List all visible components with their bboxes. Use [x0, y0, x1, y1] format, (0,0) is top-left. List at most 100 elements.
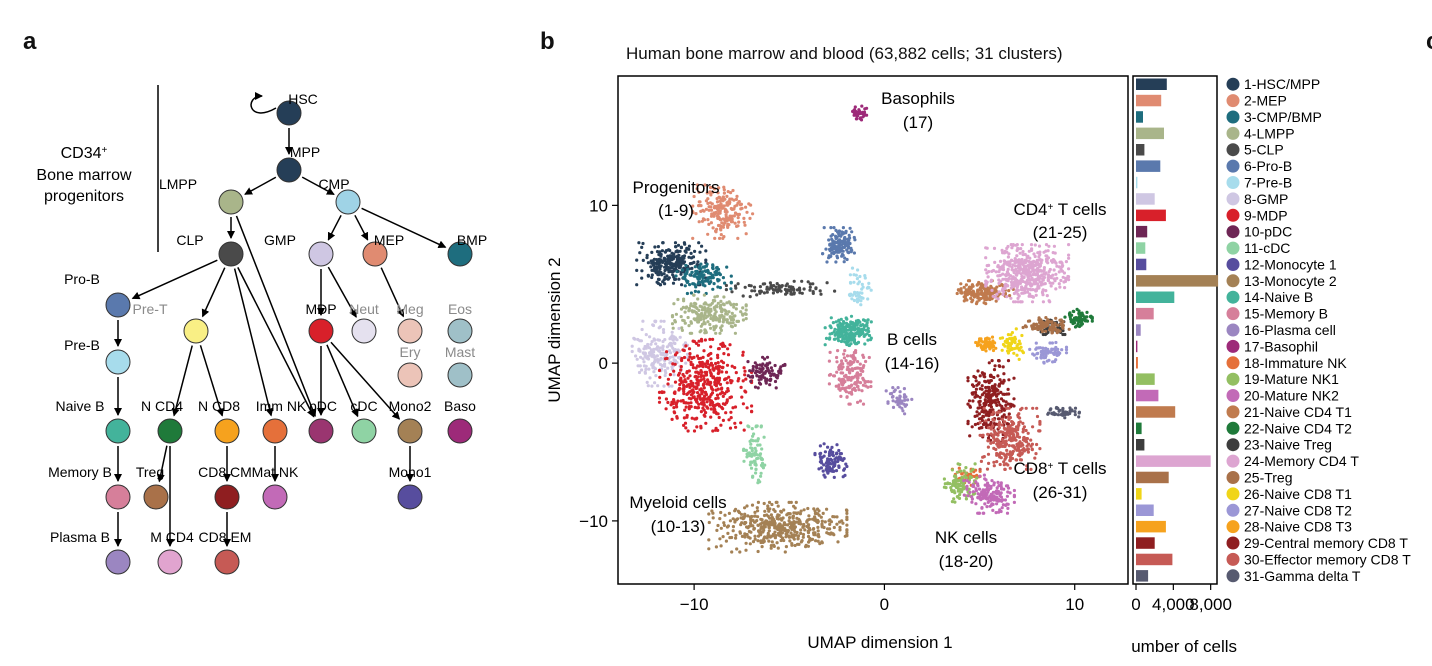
- umap-point: [705, 191, 709, 195]
- umap-point: [727, 310, 731, 314]
- umap-point: [697, 241, 701, 245]
- umap-point: [763, 463, 767, 467]
- umap-point: [990, 335, 995, 339]
- umap-point: [666, 260, 671, 264]
- umap-point: [828, 255, 832, 259]
- umap-point: [834, 320, 838, 324]
- umap-point: [808, 282, 812, 286]
- umap-point: [976, 290, 980, 294]
- umap-point: [646, 357, 651, 361]
- umap-point: [967, 287, 971, 291]
- umap-xlabel: UMAP dimension 1: [807, 633, 952, 652]
- umap-point: [861, 296, 865, 300]
- umap-point: [699, 204, 703, 208]
- umap-point: [729, 303, 733, 307]
- umap-point: [955, 495, 960, 499]
- umap-point: [840, 253, 845, 257]
- umap-cluster-28: [974, 335, 998, 353]
- umap-point: [955, 470, 959, 474]
- tree-label-MEP: MEP: [374, 232, 404, 248]
- umap-point: [1016, 296, 1020, 300]
- umap-point: [989, 279, 993, 283]
- umap-point: [729, 218, 733, 222]
- umap-point: [743, 534, 747, 539]
- umap-point: [709, 357, 713, 361]
- umap-point: [749, 523, 753, 527]
- umap-point: [843, 349, 847, 353]
- umap-point: [851, 293, 855, 297]
- umap-point: [745, 504, 749, 508]
- umap-point: [718, 223, 722, 228]
- umap-point: [717, 215, 721, 219]
- umap-point: [984, 419, 988, 423]
- annot-basophils-range: (17): [903, 113, 933, 132]
- umap-point: [739, 421, 743, 425]
- umap-point: [651, 263, 656, 267]
- umap-point: [1000, 415, 1004, 419]
- umap-point: [985, 467, 990, 471]
- umap-point: [658, 375, 662, 379]
- umap-point: [1008, 264, 1012, 268]
- umap-point: [749, 379, 753, 383]
- umap-point: [676, 373, 681, 377]
- umap-point: [1003, 344, 1007, 348]
- umap-point: [818, 460, 823, 464]
- umap-point: [864, 380, 868, 384]
- umap-point: [866, 318, 870, 322]
- umap-point: [696, 378, 700, 382]
- umap-point: [952, 489, 956, 493]
- umap-xtick-label: 10: [1065, 595, 1084, 614]
- umap-point: [687, 407, 691, 411]
- umap-point: [1010, 259, 1014, 263]
- umap-point: [972, 292, 976, 296]
- umap-point: [699, 262, 703, 266]
- umap-point: [989, 441, 993, 445]
- umap-point: [1004, 454, 1008, 458]
- umap-point: [869, 288, 873, 292]
- annot-nk-range: (18-20): [939, 552, 994, 571]
- umap-point: [835, 443, 839, 447]
- umap-point: [1054, 358, 1058, 362]
- umap-point: [697, 190, 701, 194]
- tree-node-CD8CM: [214, 484, 240, 510]
- umap-point: [817, 467, 821, 471]
- umap-point: [768, 281, 773, 285]
- umap-point: [995, 394, 999, 398]
- umap-point: [986, 452, 991, 456]
- umap-point: [782, 508, 786, 512]
- umap-point: [640, 276, 644, 280]
- umap-point: [723, 281, 727, 285]
- umap-point: [686, 376, 690, 380]
- umap-point: [1037, 324, 1041, 328]
- umap-point: [640, 368, 644, 372]
- umap-point: [810, 537, 815, 542]
- umap-point: [978, 395, 982, 399]
- umap-point: [1057, 409, 1061, 413]
- umap-point: [737, 220, 741, 224]
- umap-point: [645, 380, 649, 384]
- umap-point: [1063, 416, 1067, 420]
- umap-point: [806, 544, 811, 548]
- umap-point: [850, 266, 855, 270]
- umap-point: [645, 253, 649, 257]
- umap-point: [709, 221, 714, 225]
- umap-point: [719, 544, 723, 548]
- umap-point: [698, 250, 702, 254]
- umap-point: [834, 332, 838, 336]
- umap-point: [685, 352, 690, 356]
- umap-point: [1007, 378, 1011, 382]
- umap-point: [1039, 280, 1043, 285]
- umap-point: [910, 397, 914, 401]
- umap-point: [840, 333, 844, 337]
- umap-point: [1059, 327, 1063, 331]
- tree-label-MCD4: M CD4: [150, 529, 194, 545]
- umap-point: [753, 510, 757, 514]
- umap-point: [736, 379, 740, 383]
- tree-node-GMP: [308, 241, 334, 267]
- umap-point: [779, 285, 783, 289]
- umap-point: [819, 515, 823, 519]
- umap-point: [1090, 317, 1094, 321]
- umap-point: [974, 387, 979, 391]
- umap-point: [962, 299, 966, 303]
- tree-label-NaiveB: Naive B: [55, 398, 104, 414]
